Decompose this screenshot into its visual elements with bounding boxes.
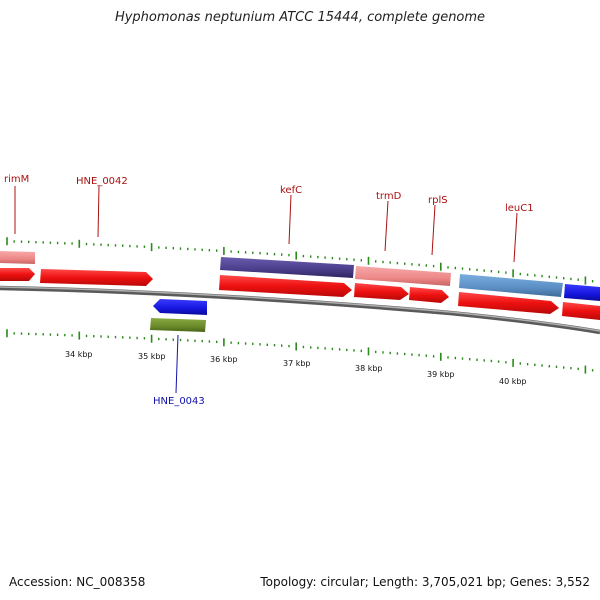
scale-label: 35 kbp: [138, 352, 166, 361]
feature-kefC[interactable]: [220, 257, 354, 278]
bottom-tick-track: [6, 329, 594, 374]
genome-backbone-highlight: [0, 286, 600, 332]
cds-rimM[interactable]: [0, 268, 35, 281]
gene-label-leaders: [14, 185, 518, 394]
cds-rplS[interactable]: [409, 287, 449, 303]
feature-downstream[interactable]: [564, 284, 600, 301]
scale-label: 40 kbp: [499, 377, 527, 386]
genome-backbone: [0, 285, 600, 335]
gene-label-HNE_0042[interactable]: HNE_0042: [76, 176, 128, 187]
scale-label: 38 kbp: [355, 364, 383, 373]
cds-HNE_0043[interactable]: [153, 299, 207, 315]
feature-rimM[interactable]: [0, 251, 35, 264]
cds-kefC[interactable]: [219, 275, 352, 297]
scale-label: 39 kbp: [427, 370, 455, 379]
scale-label: 37 kbp: [283, 359, 311, 368]
scale-labels: 34 kbp 35 kbp 36 kbp 37 kbp 38 kbp 39 kb…: [65, 350, 527, 386]
scale-label: 36 kbp: [210, 355, 238, 364]
gene-label-leuC1[interactable]: leuC1: [505, 203, 534, 214]
gene-label-kefC[interactable]: kefC: [280, 185, 302, 196]
scale-label: 34 kbp: [65, 350, 93, 359]
cds-HNE_0042[interactable]: [40, 269, 153, 286]
feature-trmD-rplS[interactable]: [355, 266, 451, 286]
cds-leuC1[interactable]: [458, 292, 559, 314]
gene-label-trmD[interactable]: trmD: [376, 191, 402, 202]
gene-label-HNE_0043[interactable]: HNE_0043: [153, 396, 205, 407]
gene-labels: rimM HNE_0042 kefC trmD rplS leuC1 HNE_0…: [4, 174, 534, 407]
cds-trmD[interactable]: [354, 283, 409, 300]
feature-HNE_0043[interactable]: [150, 318, 206, 332]
cds-downstream[interactable]: [562, 302, 600, 320]
top-tick-track: [6, 237, 594, 285]
gene-label-rimM[interactable]: rimM: [4, 174, 29, 185]
accession-text: Accession: NC_008358: [9, 575, 146, 589]
genome-stats-text: Topology: circular; Length: 3,705,021 bp…: [260, 575, 590, 589]
feature-leuC1[interactable]: [459, 274, 563, 297]
gene-label-rplS[interactable]: rplS: [428, 195, 448, 206]
map-title: Hyphomonas neptunium ATCC 15444, complet…: [114, 10, 486, 25]
